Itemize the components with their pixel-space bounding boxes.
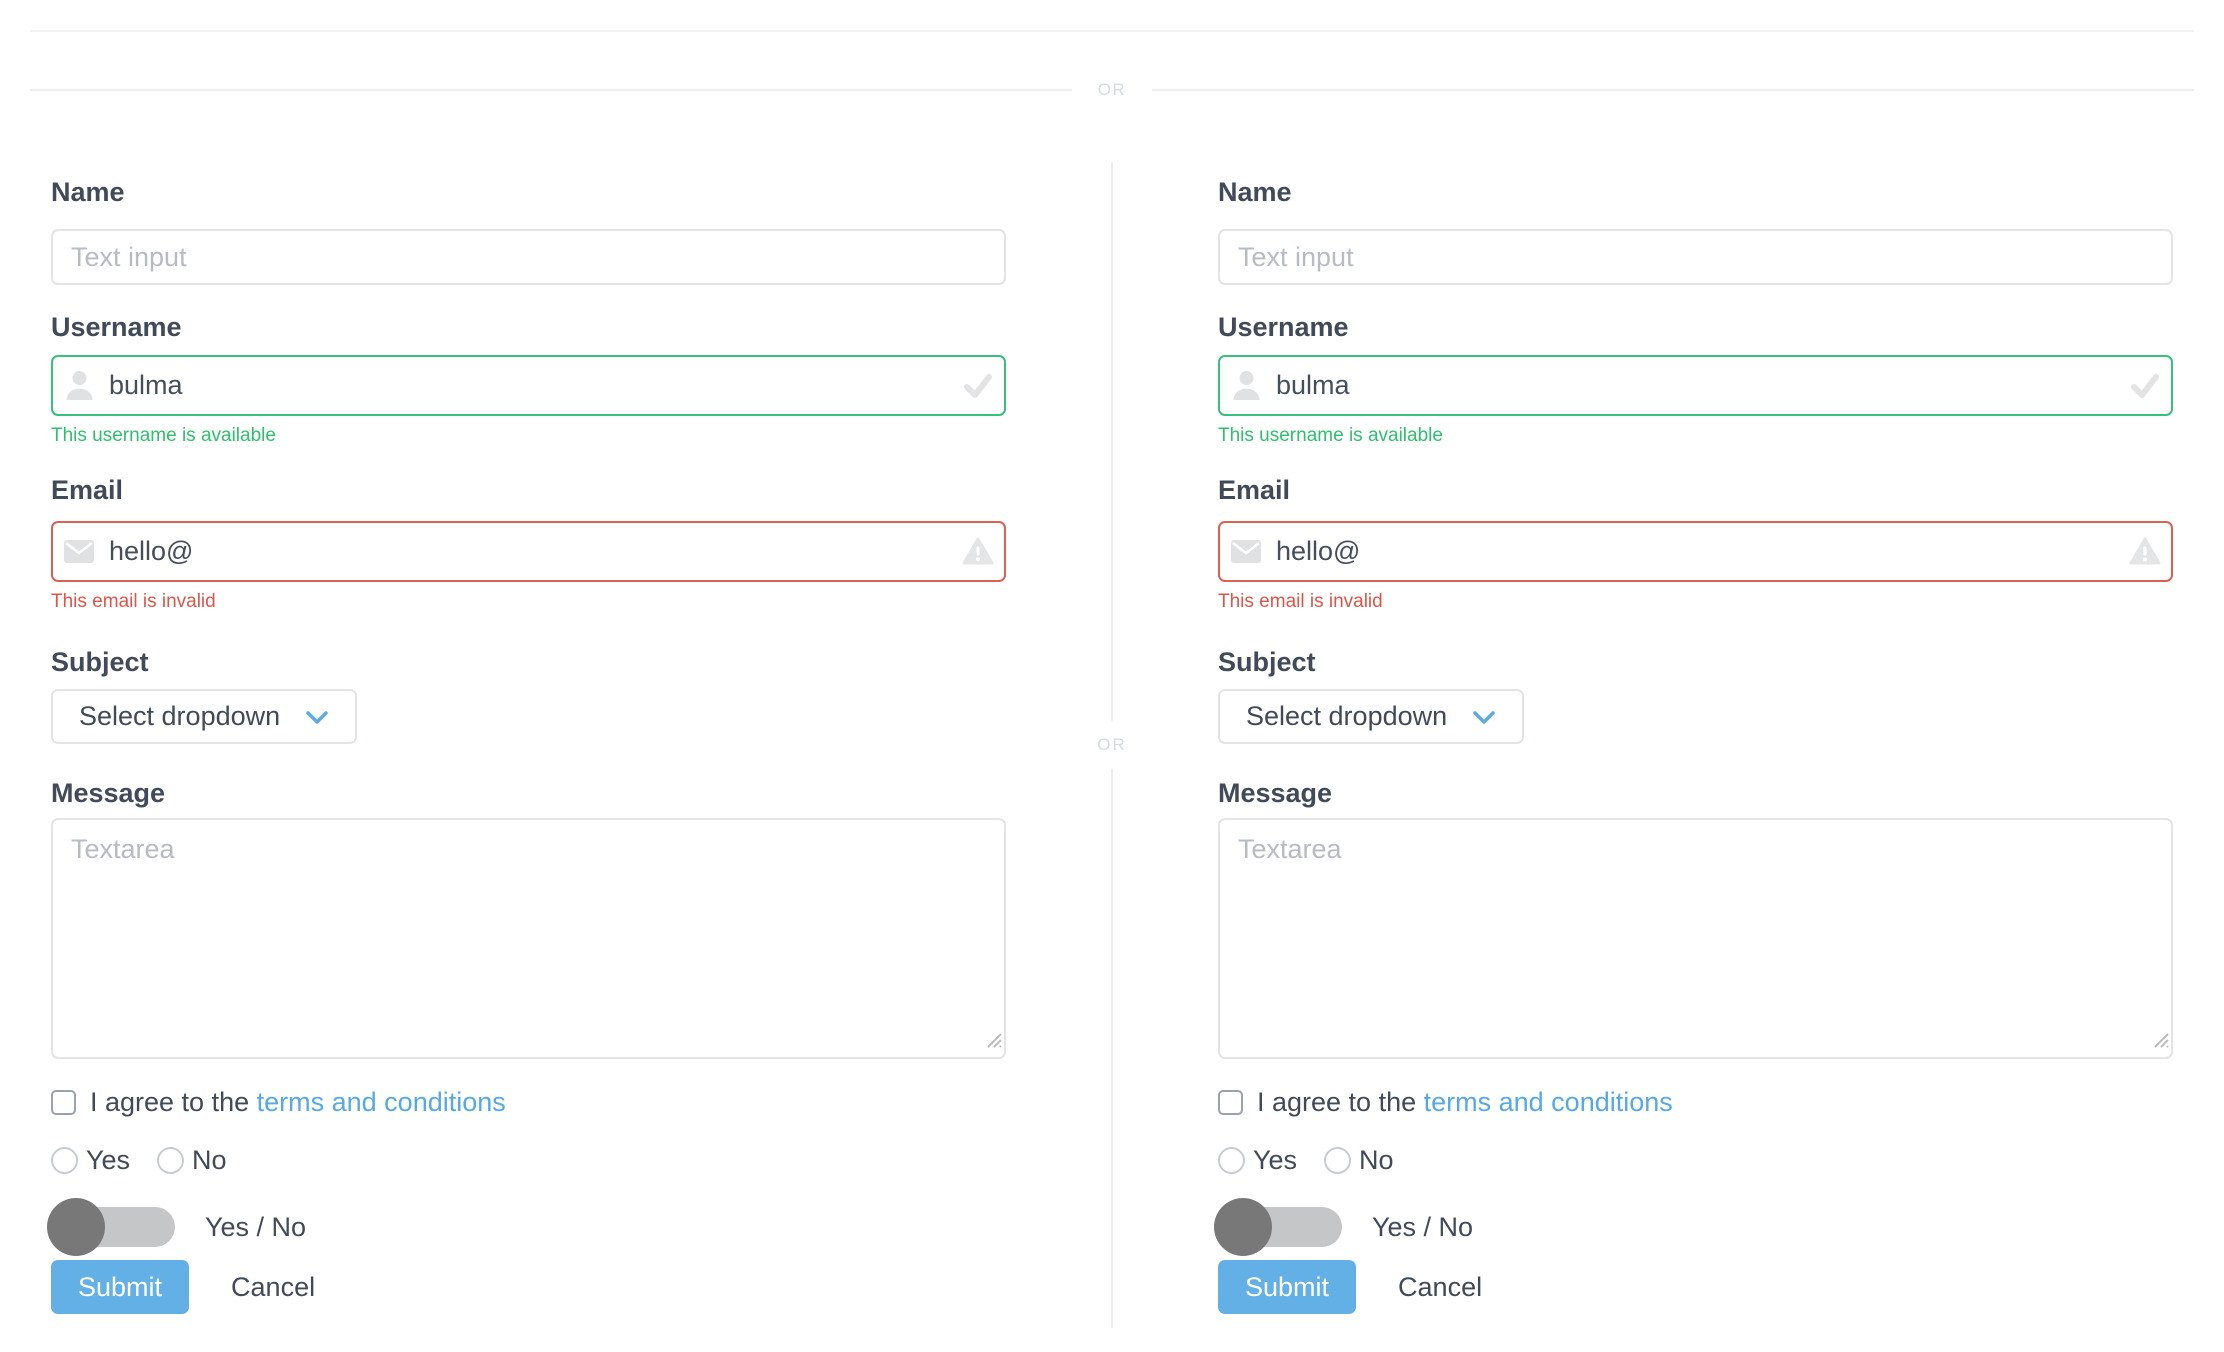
terms-link[interactable]: terms and conditions [256, 1087, 506, 1117]
username-label: Username [1218, 312, 1349, 342]
toggle-switch[interactable] [1214, 1198, 1342, 1256]
radio-row: Yes No [51, 1145, 1006, 1176]
message-label: Message [1218, 778, 1333, 808]
name-field: Name [1218, 177, 2173, 285]
username-field: Username This username is available [1218, 312, 2173, 447]
terms-link[interactable]: terms and conditions [1423, 1087, 1673, 1117]
subject-select[interactable]: Select dropdown [1218, 689, 1524, 744]
radio-no-label: No [192, 1145, 227, 1175]
divider-line [1111, 769, 1113, 1328]
submit-button[interactable]: Submit [51, 1260, 190, 1314]
or-divider-label: OR [1097, 735, 1127, 754]
subject-selected-value: Select dropdown [79, 701, 281, 731]
name-field: Name [51, 177, 1006, 285]
radio-group-yes: Yes [51, 1145, 130, 1176]
radio-no-label: No [1359, 1145, 1394, 1175]
radio-group-no: No [1324, 1145, 1394, 1176]
radio-group-no: No [157, 1145, 227, 1176]
chevron-down-icon [1472, 701, 1496, 732]
username-label: Username [51, 312, 182, 342]
name-input[interactable] [1218, 229, 2173, 285]
two-column-forms: Name Username This username is available [30, 162, 2194, 1328]
username-help-text: This username is available [1218, 425, 1443, 446]
message-label: Message [51, 778, 166, 808]
message-textarea[interactable] [1218, 818, 2173, 1059]
right-form-column: Name Username This username is available [1197, 162, 2194, 1328]
subject-select[interactable]: Select dropdown [51, 689, 357, 744]
top-horizontal-rule [30, 30, 2194, 32]
agree-row: I agree to the terms and conditions [1218, 1087, 2173, 1118]
page: OR Name Username This u [0, 30, 2224, 1328]
cancel-button[interactable]: Cancel [1398, 1260, 1482, 1314]
email-field: Email This email is invalid [51, 475, 1006, 613]
agree-checkbox[interactable] [51, 1090, 76, 1115]
username-field: Username This username is available [51, 312, 1006, 447]
switch-row: Yes / No [1214, 1198, 2173, 1256]
subject-field: Subject Select dropdown [1218, 647, 2173, 744]
subject-label: Subject [51, 647, 149, 677]
subject-field: Subject Select dropdown [51, 647, 1006, 744]
radio-yes[interactable] [51, 1147, 78, 1174]
email-help-text: This email is invalid [51, 591, 216, 612]
switch-label: Yes / No [1372, 1211, 1474, 1242]
email-input[interactable] [1218, 521, 2173, 582]
divider-line [1152, 89, 2194, 91]
radio-no[interactable] [1324, 1147, 1352, 1174]
textarea-resize-handle[interactable] [982, 1028, 1002, 1053]
agree-checkbox[interactable] [1218, 1090, 1243, 1115]
name-label: Name [51, 177, 125, 207]
divider-line [1111, 162, 1113, 721]
toggle-switch[interactable] [47, 1198, 175, 1256]
cancel-button[interactable]: Cancel [231, 1260, 315, 1314]
name-label: Name [1218, 177, 1292, 207]
email-field: Email This email is invalid [1218, 475, 2173, 613]
buttons-row: Submit Cancel [1218, 1260, 2173, 1314]
radio-yes-label: Yes [86, 1145, 131, 1175]
switch-row: Yes / No [47, 1198, 1006, 1256]
textarea-resize-handle[interactable] [2149, 1028, 2169, 1053]
agree-row: I agree to the terms and conditions [51, 1087, 1006, 1118]
or-divider-label: OR [1097, 80, 1127, 99]
message-field: Message [51, 778, 1006, 1059]
chevron-down-icon [305, 701, 329, 732]
subject-selected-value: Select dropdown [1246, 701, 1448, 731]
horizontal-or-divider: OR [30, 80, 2194, 100]
radio-group-yes: Yes [1218, 1145, 1297, 1176]
vertical-or-divider: OR [1027, 162, 1197, 1328]
message-field: Message [1218, 778, 2173, 1059]
email-label: Email [51, 475, 124, 505]
username-help-text: This username is available [51, 425, 276, 446]
email-label: Email [1218, 475, 1291, 505]
email-input[interactable] [51, 521, 1006, 582]
radio-yes-label: Yes [1253, 1145, 1298, 1175]
left-form-column: Name Username This username is available [30, 162, 1027, 1328]
agree-text: I agree to the terms and conditions [1257, 1087, 1673, 1117]
switch-label: Yes / No [205, 1211, 307, 1242]
name-input[interactable] [51, 229, 1006, 285]
divider-line [30, 89, 1072, 91]
email-help-text: This email is invalid [1218, 591, 1383, 612]
subject-label: Subject [1218, 647, 1316, 677]
radio-row: Yes No [1218, 1145, 2173, 1176]
buttons-row: Submit Cancel [51, 1260, 1006, 1314]
submit-button[interactable]: Submit [1218, 1260, 1357, 1314]
agree-text: I agree to the terms and conditions [90, 1087, 506, 1117]
switch-knob [1214, 1198, 1272, 1256]
username-input[interactable] [51, 355, 1006, 416]
username-input[interactable] [1218, 355, 2173, 416]
radio-no[interactable] [157, 1147, 185, 1174]
radio-yes[interactable] [1218, 1147, 1245, 1174]
switch-knob [47, 1198, 105, 1256]
message-textarea[interactable] [51, 818, 1006, 1059]
